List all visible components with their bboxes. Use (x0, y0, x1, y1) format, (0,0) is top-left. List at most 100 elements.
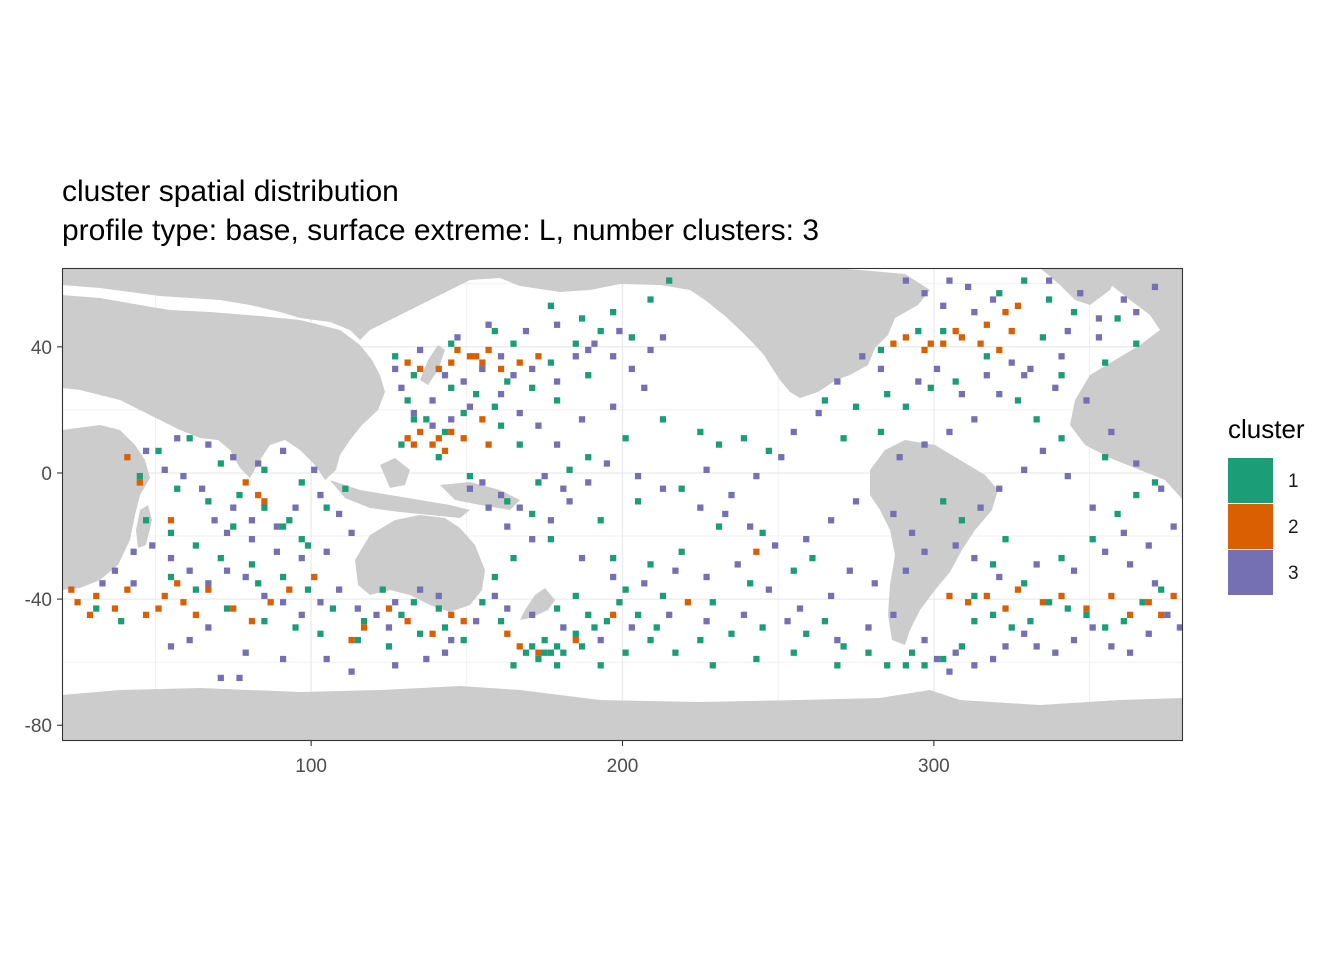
cluster-2-cell (248, 618, 256, 625)
cluster-1-cell (410, 416, 417, 423)
cluster-3-cell (1089, 624, 1096, 631)
cluster-2-cell (124, 586, 131, 593)
cluster-1-cell (915, 327, 922, 335)
cluster-1-cell (510, 340, 517, 347)
y-tick-label: -40 (25, 590, 52, 611)
cluster-2-cell (983, 321, 990, 328)
cluster-3-cell (167, 554, 175, 562)
cluster-2-cell (535, 649, 542, 656)
cluster-1-cell (298, 479, 305, 486)
cluster-1-cell (423, 416, 430, 423)
cluster-3-cell (522, 327, 530, 335)
cluster-3-cell (1008, 359, 1015, 366)
cluster-1-cell (205, 498, 212, 505)
cluster-1-cell (529, 510, 536, 518)
cluster-1-cell (441, 428, 449, 436)
cluster-2-cell (1126, 611, 1134, 619)
cluster-3-cell (553, 321, 561, 328)
cluster-2-cell (958, 334, 966, 341)
cluster-3-cell (466, 403, 474, 410)
cluster-3-cell (497, 390, 505, 398)
cluster-3-cell (223, 529, 231, 537)
cluster-3-cell (703, 466, 710, 473)
cluster-3-cell (790, 428, 797, 436)
cluster-1-cell (1033, 416, 1040, 423)
cluster-1-cell (1114, 510, 1121, 518)
cluster-3-cell (852, 498, 860, 505)
cluster-2-cell (404, 359, 411, 366)
cluster-1-cell (809, 554, 816, 562)
cluster-1-cell (1089, 536, 1096, 543)
cluster-1-cell (279, 523, 287, 530)
cluster-2-cell (485, 346, 492, 354)
cluster-3-cell (796, 605, 804, 612)
cluster-1-cell (821, 397, 829, 404)
cluster-3-cell (1083, 397, 1090, 404)
cluster-3-cell (510, 372, 517, 379)
cluster-2-cell (965, 599, 972, 606)
cluster-1-cell (884, 662, 891, 669)
cluster-1-cell (1058, 372, 1065, 379)
cluster-1-cell (410, 372, 417, 379)
cluster-3-cell (1021, 630, 1028, 637)
cluster-3-cell (441, 372, 449, 379)
cluster-1-cell (304, 586, 312, 593)
cluster-1-cell (908, 649, 916, 656)
cluster-1-cell (504, 498, 511, 505)
cluster-3-cell (416, 346, 424, 354)
cluster-3-cell (815, 409, 822, 417)
cluster-3-cell (348, 668, 355, 675)
cluster-1-cell (653, 624, 660, 631)
y-tick-label: 40 (31, 338, 52, 359)
cluster-3-cell (336, 510, 343, 518)
cluster-2-cell (385, 605, 393, 612)
cluster-3-cell (236, 674, 243, 682)
cluster-1-cell (186, 435, 193, 442)
cluster-2-cell (311, 573, 318, 581)
cluster-3-cell (248, 517, 256, 524)
cluster-1-cell (435, 605, 442, 612)
cluster-3-cell (828, 592, 835, 600)
cluster-1-cell (360, 618, 368, 625)
cluster-2-cell (921, 346, 928, 354)
cluster-1-cell (958, 643, 966, 650)
cluster-1-cell (497, 422, 505, 429)
cluster-3-cell (392, 662, 399, 669)
cluster-1-cell (572, 592, 579, 600)
cluster-3-cell (497, 491, 505, 499)
cluster-3-cell (578, 554, 586, 562)
cluster-1-cell (610, 554, 617, 562)
cluster-3-cell (908, 529, 916, 537)
cluster-1-cell (522, 649, 530, 656)
cluster-1-cell (1058, 435, 1065, 442)
cluster-3-cell (435, 592, 442, 600)
cluster-3-cell (392, 365, 399, 373)
cluster-3-cell (1151, 580, 1159, 587)
cluster-1-cell (672, 649, 679, 656)
cluster-1-cell (1139, 599, 1146, 606)
cluster-2-cell (996, 346, 1003, 354)
cluster-1-cell (1045, 599, 1053, 606)
cluster-3-cell (659, 485, 667, 492)
cluster-3-cell (610, 353, 617, 360)
cluster-3-cell (205, 580, 212, 587)
cluster-3-cell (516, 504, 523, 511)
cluster-1-cell (728, 630, 735, 637)
cluster-1-cell (553, 643, 561, 650)
cluster-1-cell (747, 580, 754, 587)
cluster-1-cell (392, 353, 399, 360)
cluster-3-cell (1108, 428, 1115, 436)
cluster-1-cell (167, 573, 175, 581)
cluster-3-cell (448, 416, 455, 423)
cluster-1-cell (261, 504, 268, 511)
cluster-1-cell (983, 353, 990, 360)
cluster-3-cell (1064, 327, 1071, 335)
cluster-3-cell (1133, 460, 1140, 467)
cluster-3-cell (167, 643, 175, 650)
cluster-3-cell (902, 567, 909, 574)
cluster-1-cell (217, 554, 224, 562)
cluster-3-cell (1164, 611, 1171, 619)
cluster-2-cell (124, 454, 131, 461)
cluster-1-cell (541, 649, 548, 656)
